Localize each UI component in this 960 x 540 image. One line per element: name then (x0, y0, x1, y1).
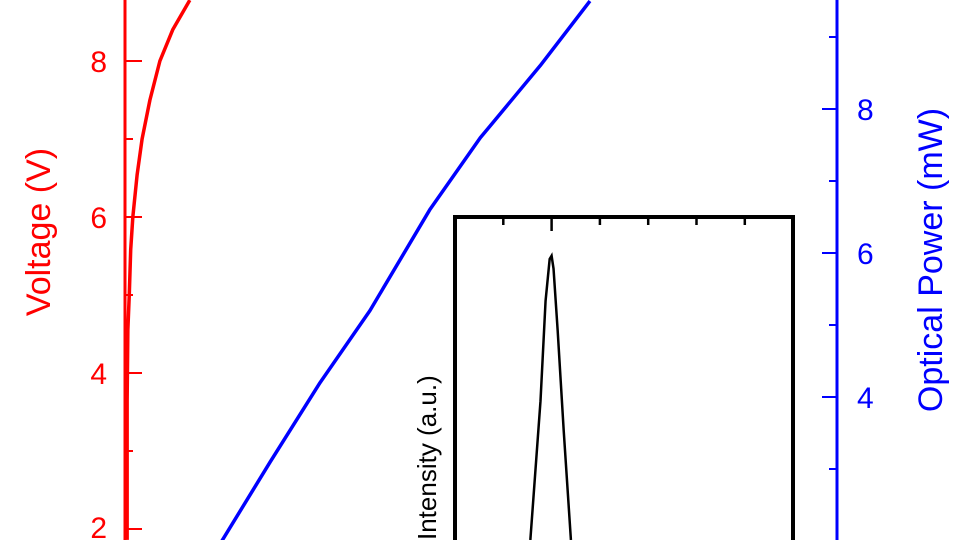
left-axis-tick-label: 8 (90, 46, 107, 79)
left-axis-tick-label: 4 (90, 358, 107, 391)
right-axis-tick-label: 4 (857, 382, 874, 415)
left-axis-tick-label: 2 (90, 512, 107, 540)
right-axis-tick-label: 8 (857, 94, 874, 127)
inset-frame (453, 215, 795, 540)
optical-power-curve (220, 0, 592, 540)
voltage-curve (125, 0, 192, 540)
left-axis-label: Voltage (V) (20, 148, 58, 316)
spectrum-curve (529, 252, 573, 540)
right-axis-tick-label: 6 (857, 238, 874, 271)
left-axis-tick-label: 6 (90, 202, 107, 235)
right-axis-label: Optical Power (mW) (912, 108, 950, 412)
inset-y-axis-label: Intensity (a.u.) (412, 375, 442, 540)
